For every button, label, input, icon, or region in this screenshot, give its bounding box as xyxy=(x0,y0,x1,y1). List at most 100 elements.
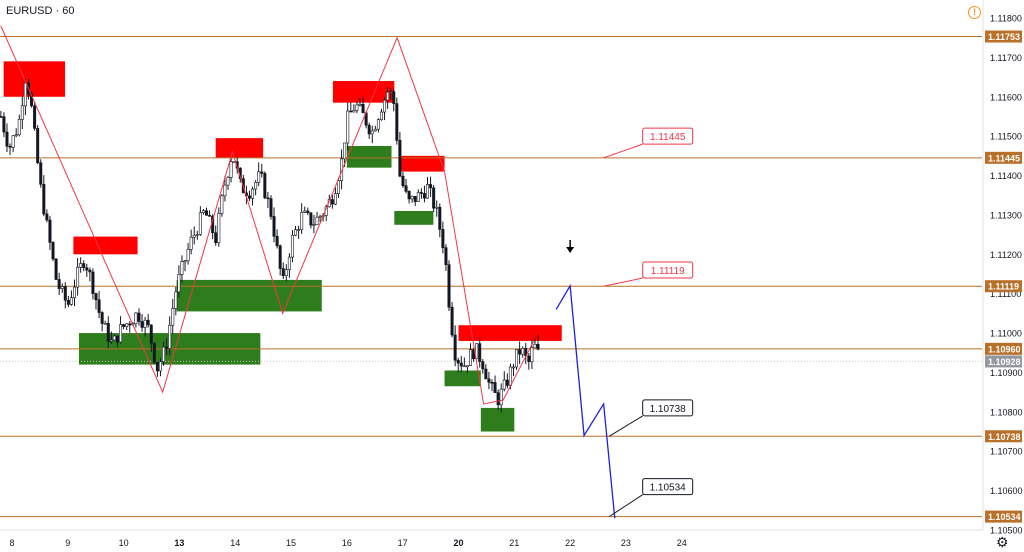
level-price-tag xyxy=(985,510,1022,523)
candle-body xyxy=(376,119,380,130)
candle-body xyxy=(73,286,77,299)
candle-body xyxy=(521,348,525,355)
candle-body xyxy=(220,195,224,214)
callout-label: 1.10534 xyxy=(650,483,687,494)
candle-body xyxy=(444,247,448,266)
time-tick-label: 23 xyxy=(621,538,631,548)
demand-zone xyxy=(176,279,322,312)
candle-body xyxy=(330,199,334,205)
symbol-name: EURUSD xyxy=(6,5,53,17)
price-tick-label: 1.11000 xyxy=(990,329,1022,339)
price-tick-label: 1.10700 xyxy=(990,447,1023,457)
callout-box xyxy=(642,478,694,496)
level-price-tag xyxy=(985,280,1022,293)
candle-body xyxy=(33,105,37,129)
candle-body xyxy=(165,346,169,349)
level-price-label: 1.10534 xyxy=(988,512,1021,522)
candle-body xyxy=(36,128,40,164)
candle-body xyxy=(162,346,166,362)
candle-body xyxy=(392,91,396,104)
candle-body xyxy=(152,342,156,363)
candle-body xyxy=(69,297,73,305)
candle-body xyxy=(119,324,123,343)
candle-body xyxy=(429,184,433,189)
candle-body xyxy=(91,271,95,294)
callout-leader xyxy=(608,415,643,437)
candle-body xyxy=(171,308,175,326)
candle-body xyxy=(441,229,445,248)
supply-zone xyxy=(458,325,562,341)
interval-label: 60 xyxy=(62,5,75,17)
candle-body xyxy=(208,215,212,217)
candle-body xyxy=(45,213,49,221)
candle-body xyxy=(410,196,414,200)
candle-body xyxy=(94,293,98,301)
candle-body xyxy=(499,388,503,406)
time-tick-label: 21 xyxy=(509,538,519,548)
candle-body xyxy=(333,193,337,205)
candle-body xyxy=(251,188,255,199)
candle-body xyxy=(226,177,230,186)
callout-leader xyxy=(603,277,643,287)
callouts-layer: 1.11445 1.11119 1.10738 1.10534 xyxy=(603,127,694,518)
candle-body xyxy=(269,198,273,217)
zones-layer xyxy=(3,61,562,432)
candle-body xyxy=(48,219,52,243)
price-tick-label: 1.11300 xyxy=(990,210,1022,220)
candle-body xyxy=(201,210,205,214)
candle-body xyxy=(456,359,460,364)
candle-body xyxy=(309,212,313,226)
candle-body xyxy=(146,319,150,326)
candle-body xyxy=(358,103,362,106)
level-price-label: 1.11119 xyxy=(988,282,1019,292)
candle-body xyxy=(260,171,264,174)
candle-body xyxy=(373,128,377,132)
levels-layer xyxy=(0,36,982,518)
candle-body xyxy=(379,111,383,121)
candle-body xyxy=(125,323,129,327)
candle-body xyxy=(508,366,512,386)
price-tick-label: 1.11400 xyxy=(990,171,1022,181)
candle-body xyxy=(198,212,202,235)
candle-body xyxy=(306,210,310,214)
demand-zone xyxy=(346,146,392,168)
candle-body xyxy=(518,349,522,355)
level-price-label: 1.10960 xyxy=(988,344,1021,354)
candle-body xyxy=(112,335,116,341)
candle-body xyxy=(416,192,420,202)
candle-body xyxy=(137,312,141,322)
candle-body xyxy=(0,116,3,118)
candle-body xyxy=(183,260,187,263)
candle-body xyxy=(281,268,285,276)
price-axis: 1.11800 1.11700 1.11600 1.11500 1.11400 1.113… xyxy=(982,0,1023,536)
time-tick-label: 8 xyxy=(9,538,14,548)
zigzag-layer xyxy=(0,25,535,405)
candle-body xyxy=(128,323,132,326)
candle-body xyxy=(79,263,83,268)
candle-body xyxy=(432,187,436,209)
candle-body xyxy=(122,324,126,327)
price-tick-label: 1.11700 xyxy=(990,53,1022,63)
candle-body xyxy=(174,291,178,309)
candle-body xyxy=(530,347,534,362)
price-tick-label: 1.11500 xyxy=(990,132,1022,142)
gear-icon[interactable]: ⚙ xyxy=(996,534,1009,550)
candle-body xyxy=(487,378,491,383)
candle-body xyxy=(97,299,101,313)
candle-body xyxy=(20,105,24,120)
warning-icon[interactable]: ! xyxy=(968,6,981,19)
candle-body xyxy=(168,324,172,349)
candle-body xyxy=(475,343,479,360)
level-price-tag xyxy=(985,30,1022,43)
candle-body xyxy=(297,229,301,231)
candle-body xyxy=(515,349,519,368)
candle-body xyxy=(468,349,472,366)
time-tick-label: 10 xyxy=(119,538,129,548)
time-tick-label: 9 xyxy=(65,538,70,548)
candle-body xyxy=(192,234,196,238)
symbol-label[interactable]: EURUSD · 60 xyxy=(6,5,75,17)
candle-body xyxy=(370,130,374,135)
demand-zone xyxy=(394,210,434,225)
candle-body xyxy=(407,191,411,200)
